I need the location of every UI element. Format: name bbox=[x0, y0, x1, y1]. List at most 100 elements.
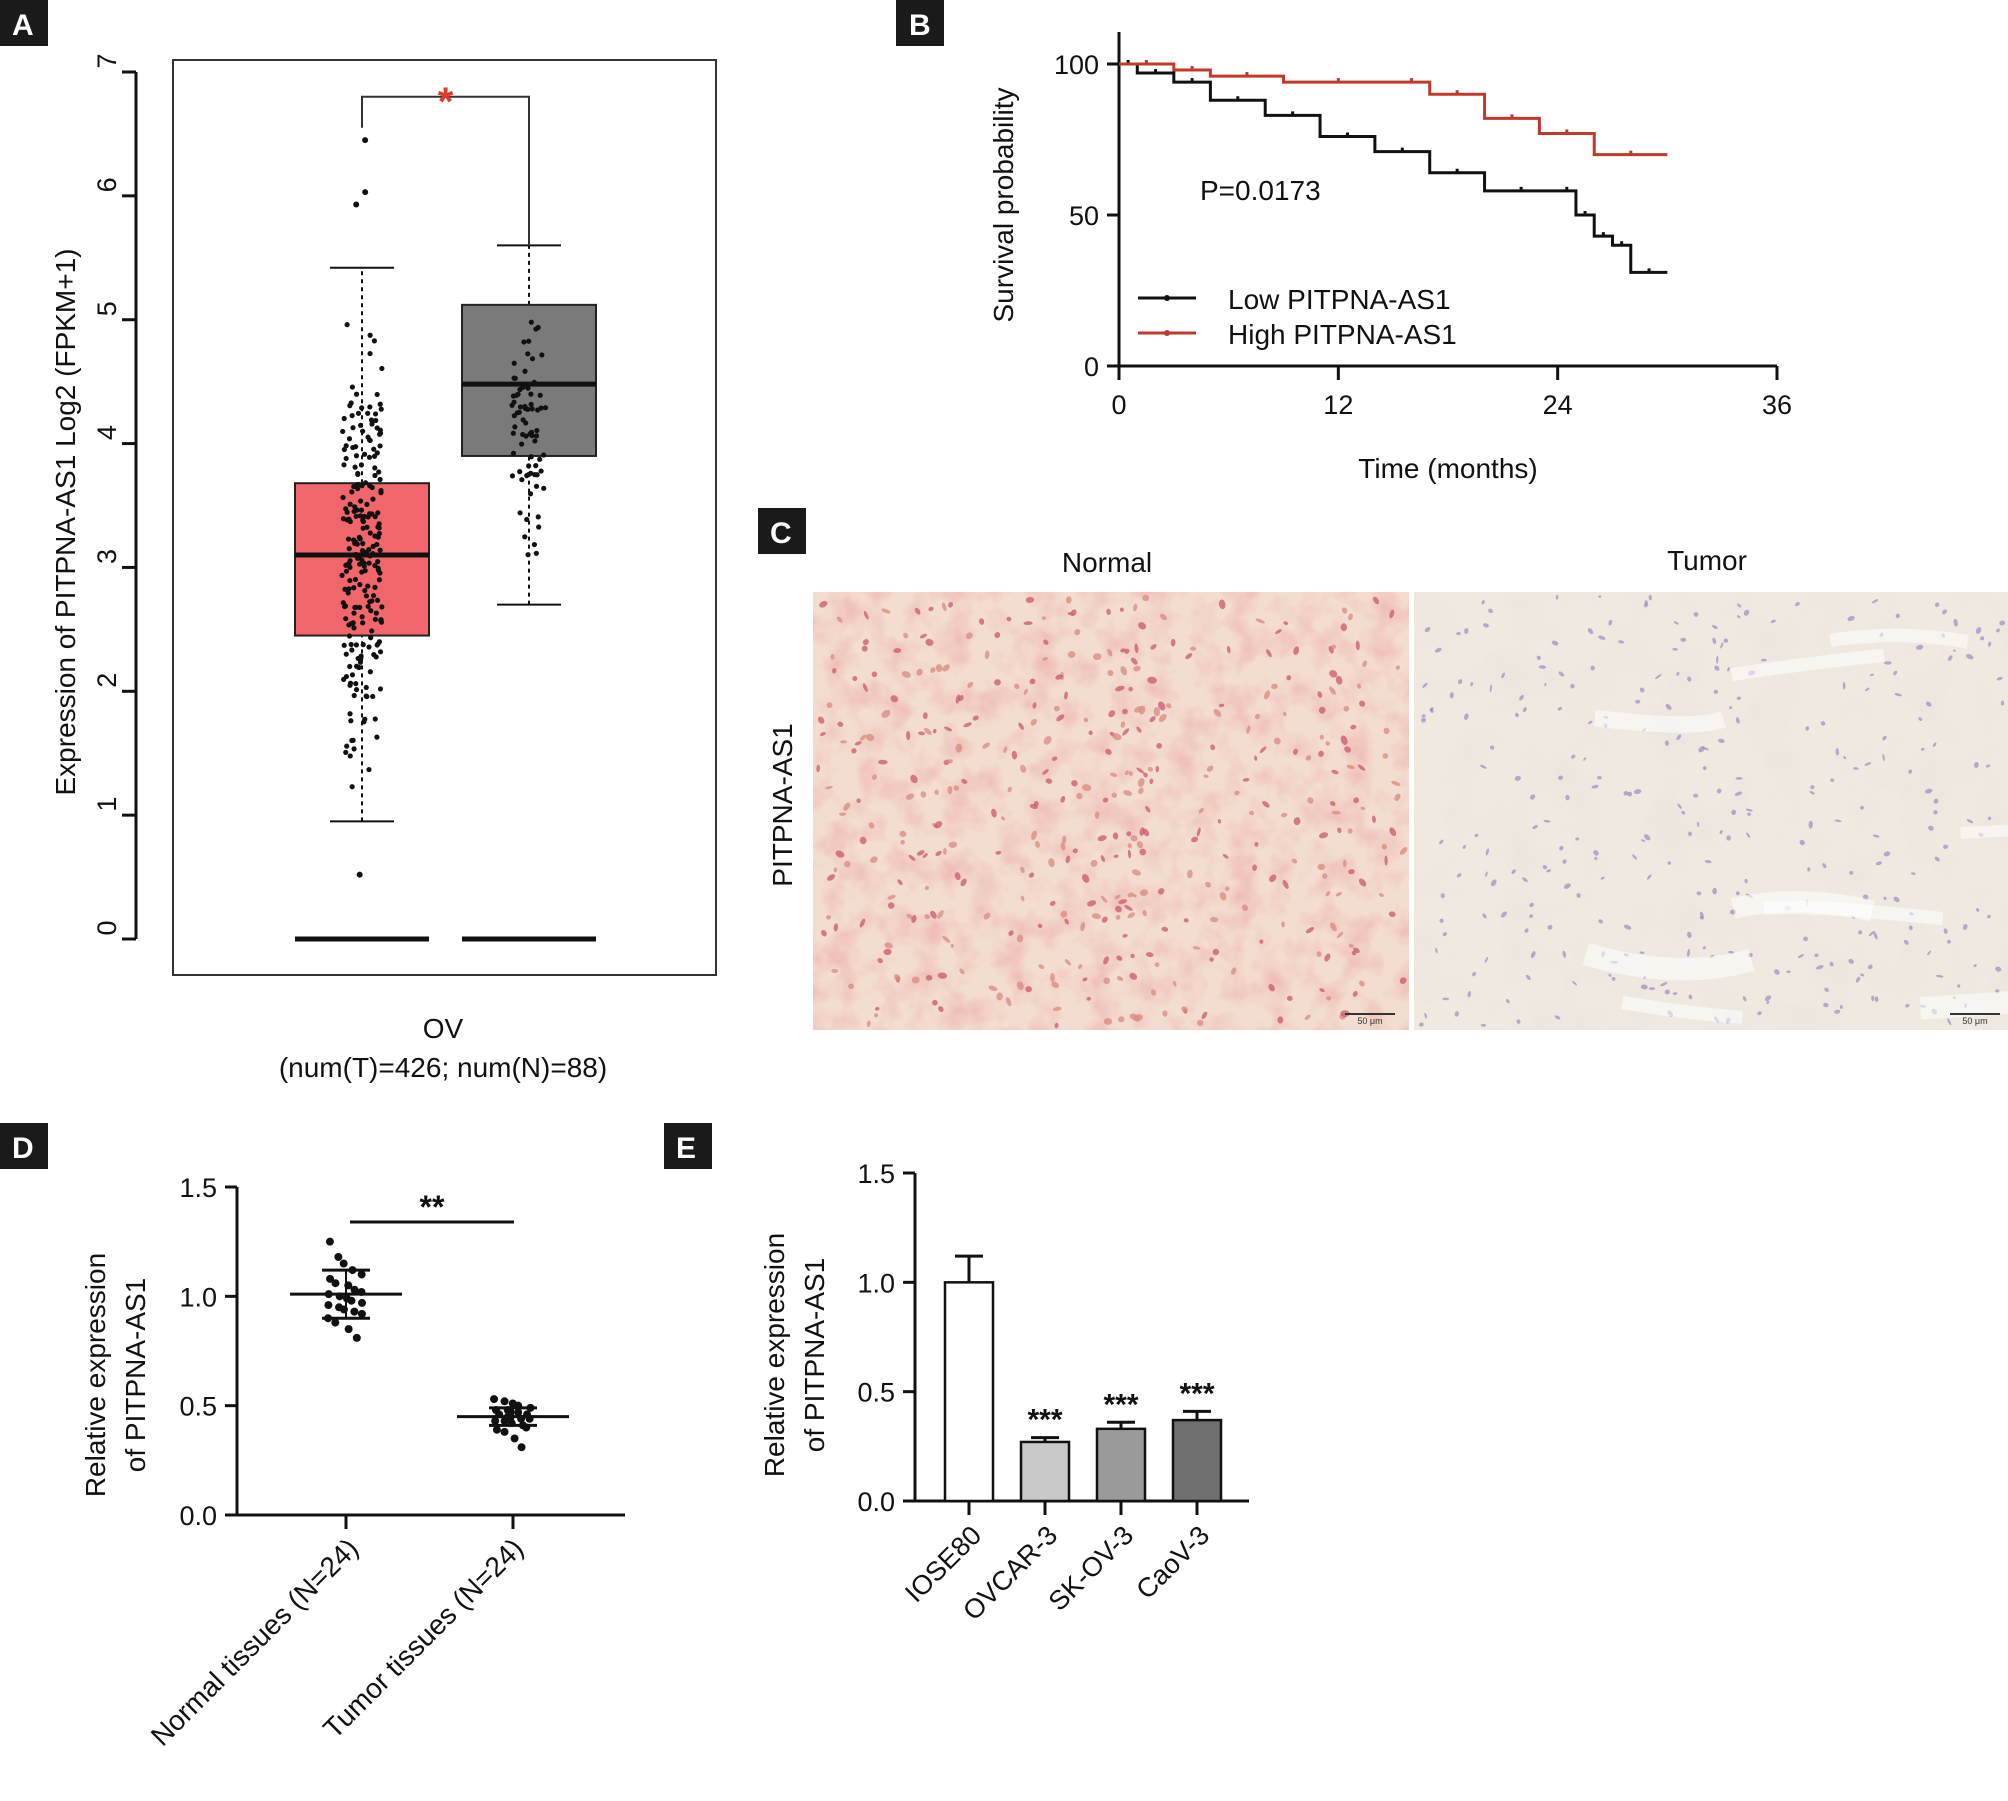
d-y-tick-label: 1.0 bbox=[179, 1282, 217, 1312]
d-y-tick-label: 0.5 bbox=[179, 1392, 217, 1422]
c-nucleus-normal bbox=[1161, 926, 1169, 932]
a-point bbox=[373, 417, 379, 424]
a-point bbox=[369, 484, 375, 491]
c-nucleus-normal bbox=[1340, 623, 1348, 632]
c-nucleus-normal bbox=[827, 874, 836, 881]
c-nucleus-tumor bbox=[1456, 873, 1462, 878]
panel-c-col-normal: Normal bbox=[1062, 547, 1152, 578]
c-nucleus-normal bbox=[941, 602, 947, 612]
c-nucleus-normal bbox=[1097, 835, 1107, 842]
c-nucleus-tumor bbox=[1957, 984, 1961, 988]
c-nucleus-normal bbox=[852, 675, 858, 682]
c-nucleus-normal bbox=[837, 721, 844, 727]
c-nucleus-tumor bbox=[1480, 764, 1487, 769]
c-nucleus-normal bbox=[947, 786, 953, 795]
c-nucleus-tumor bbox=[1489, 745, 1495, 750]
c-nucleus-normal bbox=[918, 731, 925, 736]
a-point bbox=[352, 604, 358, 611]
c-nucleus-normal bbox=[1136, 767, 1145, 774]
c-nucleus-tumor bbox=[1908, 769, 1912, 774]
panel-d-label-box bbox=[0, 1123, 48, 1169]
c-nucleus-tumor bbox=[1731, 809, 1737, 815]
c-nucleus-normal bbox=[1118, 1016, 1125, 1023]
c-nucleus-normal bbox=[1053, 1006, 1062, 1012]
panel-e-y-label-2: of PITPNA-AS1 bbox=[799, 1258, 830, 1453]
c-nucleus-tumor bbox=[1699, 916, 1704, 920]
a-point bbox=[371, 446, 377, 452]
c-nucleus-normal bbox=[934, 821, 943, 829]
panel-b-axes: 0 50 100 0 12 24 36 bbox=[1054, 32, 1792, 420]
panel-c-label: C bbox=[770, 517, 792, 550]
c-nucleus-tumor bbox=[1934, 602, 1940, 607]
c-nucleus-normal bbox=[924, 885, 930, 891]
a-point bbox=[344, 743, 350, 749]
a-point bbox=[527, 491, 534, 497]
c-nucleus-normal bbox=[877, 957, 883, 964]
c-nucleus-normal bbox=[1343, 705, 1350, 712]
c-nucleus-normal bbox=[1139, 889, 1149, 897]
c-nucleus-tumor bbox=[1947, 939, 1951, 944]
c-nucleus-tumor bbox=[1830, 778, 1835, 782]
c-nucleus-normal bbox=[1112, 733, 1122, 741]
c-stroma bbox=[1829, 628, 1969, 649]
c-stroma bbox=[1582, 943, 1755, 981]
panel-a-plot: * bbox=[294, 80, 597, 942]
c-nucleus-normal bbox=[1103, 956, 1109, 965]
panel-c-row-label: PITPNA-AS1 bbox=[767, 723, 798, 886]
a-point bbox=[343, 455, 349, 462]
c-nucleus-normal bbox=[965, 632, 973, 640]
c-nucleus-normal bbox=[1071, 780, 1078, 787]
c-nucleus-normal bbox=[1131, 869, 1141, 876]
a-point bbox=[347, 753, 353, 759]
a-point bbox=[360, 428, 366, 434]
c-nucleus-tumor bbox=[1558, 671, 1565, 677]
c-nucleus-normal bbox=[1246, 725, 1251, 734]
c-nucleus-normal bbox=[1006, 616, 1012, 622]
c-nucleus-normal bbox=[878, 759, 888, 765]
c-nucleus-normal bbox=[1343, 859, 1347, 868]
e-sig-stars: *** bbox=[1103, 1388, 1138, 1421]
ihc-cells-normal bbox=[816, 594, 1408, 1029]
c-nucleus-tumor bbox=[1693, 793, 1699, 798]
c-nucleus-normal bbox=[1050, 972, 1055, 983]
a-point bbox=[370, 593, 377, 599]
c-nucleus-normal bbox=[942, 664, 950, 672]
c-nucleus-normal bbox=[1273, 737, 1281, 745]
c-nucleus-normal bbox=[1064, 918, 1069, 925]
c-nucleus-normal bbox=[1045, 778, 1053, 784]
c-nucleus-tumor bbox=[1942, 609, 1947, 615]
c-nucleus-normal bbox=[1242, 777, 1250, 782]
a-point bbox=[528, 401, 534, 407]
c-nucleus-normal bbox=[1293, 748, 1298, 755]
a-point bbox=[353, 681, 359, 687]
a-point bbox=[351, 537, 357, 543]
a-point bbox=[346, 546, 352, 552]
a-point bbox=[360, 517, 366, 523]
a-point bbox=[343, 673, 350, 680]
c-nucleus-normal bbox=[1003, 746, 1008, 754]
c-nucleus-tumor bbox=[1864, 762, 1872, 766]
c-nucleus-tumor bbox=[1462, 845, 1466, 849]
c-nucleus-normal bbox=[1305, 927, 1315, 934]
c-nucleus-normal bbox=[925, 638, 934, 646]
a-outlier bbox=[356, 871, 363, 878]
c-nucleus-tumor bbox=[1673, 621, 1679, 625]
c-stroma bbox=[1730, 891, 1875, 922]
c-nucleus-normal bbox=[872, 774, 877, 780]
legend-marker-high bbox=[1164, 330, 1170, 336]
panel-c: C Normal Tumor PITPNA-AS1 50 μm 50 μm bbox=[758, 508, 2008, 1030]
d-point bbox=[325, 1237, 334, 1246]
c-nucleus-normal bbox=[1162, 1010, 1168, 1017]
panel-b-label: B bbox=[909, 9, 931, 42]
c-nucleus-tumor bbox=[1807, 867, 1811, 872]
c-nucleus-tumor bbox=[1558, 775, 1564, 781]
c-nucleus-normal bbox=[1113, 854, 1119, 859]
c-nucleus-normal bbox=[1362, 660, 1368, 667]
c-nucleus-tumor bbox=[1743, 609, 1750, 616]
c-nucleus-tumor bbox=[1488, 608, 1493, 614]
a-point bbox=[351, 610, 357, 616]
c-nucleus-normal bbox=[1322, 873, 1328, 879]
c-nucleus-tumor bbox=[1429, 707, 1434, 712]
c-nucleus-tumor bbox=[1996, 676, 2003, 681]
c-nucleus-tumor bbox=[1723, 638, 1729, 643]
